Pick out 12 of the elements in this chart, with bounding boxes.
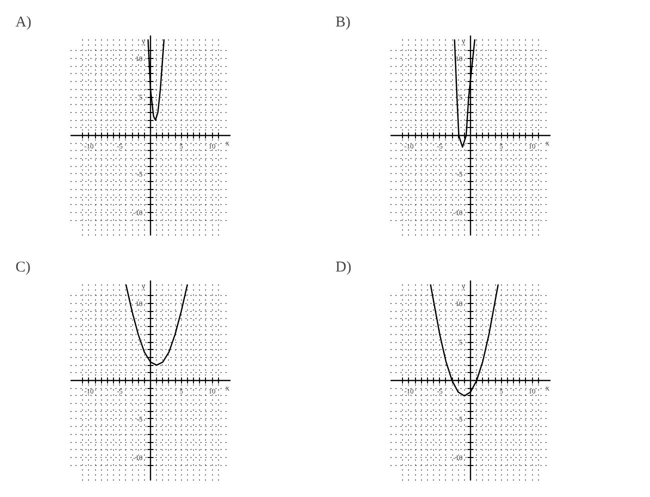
x-axis-title: x bbox=[226, 384, 230, 392]
x-axis-title: x bbox=[226, 138, 230, 148]
y-axis-title: y bbox=[142, 282, 146, 290]
x-axis-title: x bbox=[546, 138, 550, 148]
chart-title: D) bbox=[336, 260, 352, 276]
chart-title: C) bbox=[16, 260, 31, 276]
x-axis-title: x bbox=[546, 384, 550, 392]
chart-title: A) bbox=[16, 14, 32, 30]
y-axis-title: y bbox=[462, 282, 466, 290]
y-axis-title: y bbox=[462, 36, 466, 46]
y-axis-title: y bbox=[142, 36, 146, 46]
chart-title: B) bbox=[336, 14, 351, 30]
